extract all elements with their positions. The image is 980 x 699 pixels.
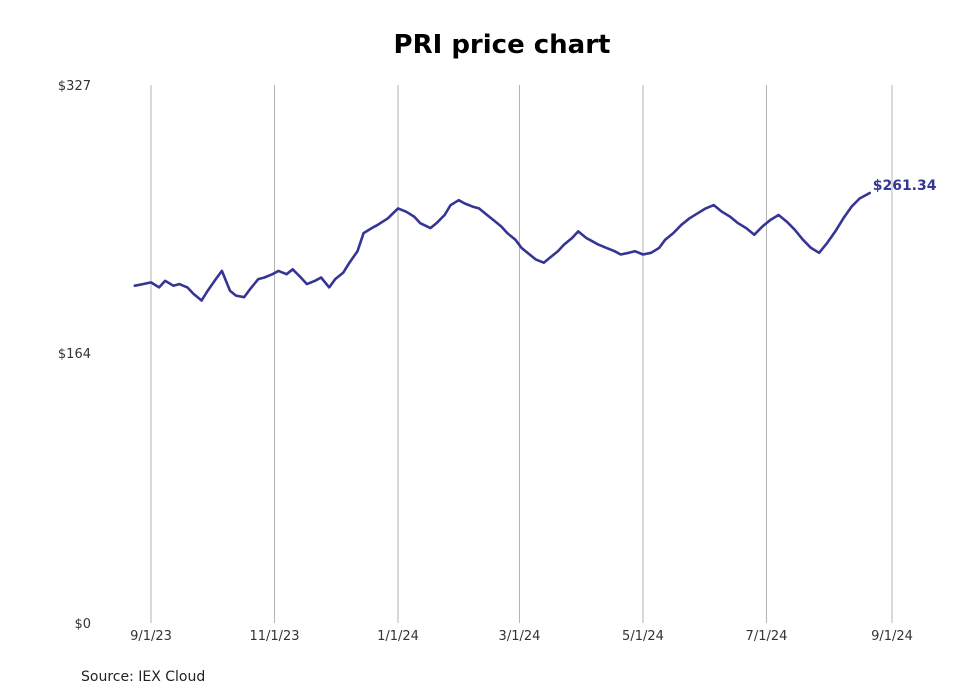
x-tick-label: 5/1/24 xyxy=(622,629,664,644)
y-tick-label: $0 xyxy=(74,617,91,632)
last-price-label: $261.34 xyxy=(873,178,937,194)
chart-title: PRI price chart xyxy=(393,30,611,60)
axis-labels: 9/1/23 11/1/23 1/1/24 3/1/24 5/1/24 7/1/24 9/1… xyxy=(58,79,913,644)
y-tick-label: $164 xyxy=(58,347,91,362)
x-tick-label: 9/1/24 xyxy=(871,629,913,644)
x-tick-label: 7/1/24 xyxy=(746,629,788,644)
price-chart: 9/1/23 11/1/23 1/1/24 3/1/24 5/1/24 7/1/24 9/1… xyxy=(58,79,937,644)
y-tick-label: $327 xyxy=(58,79,91,94)
source-note: Source: IEX Cloud xyxy=(81,669,206,685)
price-series-line xyxy=(133,191,871,302)
x-tick-label: 9/1/23 xyxy=(130,629,172,644)
x-tick-label: 3/1/24 xyxy=(499,629,541,644)
x-tick-label: 1/1/24 xyxy=(377,629,419,644)
x-tick-label: 11/1/23 xyxy=(249,629,299,644)
grid-lines xyxy=(150,85,893,623)
